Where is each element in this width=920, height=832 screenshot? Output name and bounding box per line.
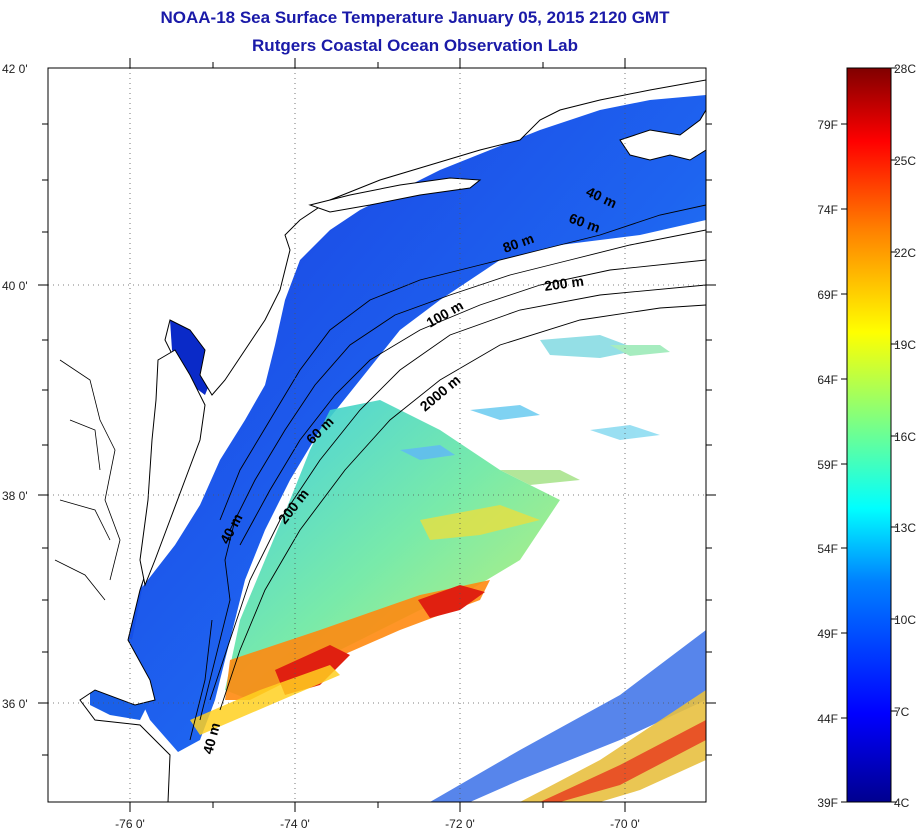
lon-tick-label: -70 0': [610, 817, 640, 831]
land-mid-atlantic: [48, 68, 706, 802]
colorbar-f-label: 54F: [817, 542, 838, 556]
bay-shorelines: [54, 359, 121, 601]
colorbar-c-label: 13C: [894, 521, 916, 535]
land-long-island: [308, 177, 482, 213]
colorbar-c-label: 10C: [894, 613, 916, 627]
offshore-sst-patches: [400, 335, 670, 540]
frame-ticks: [38, 58, 716, 812]
colorbar-gradient: [846, 67, 892, 803]
colorbar-f-label: 79F: [817, 118, 838, 132]
longitude-ticks: -76 0' -74 0' -72 0' -70 0': [115, 817, 640, 831]
lon-tick-label: -74 0': [280, 817, 310, 831]
warm-streak-lower: [190, 665, 340, 735]
colorbar-f-label: 39F: [817, 796, 838, 810]
colorbar-c-label: 7C: [894, 705, 910, 719]
colorbar-c-label: 22C: [894, 246, 916, 260]
colorbar-f-label: 64F: [817, 373, 838, 387]
southeast-swath-warm: [520, 690, 706, 802]
temperature-colorbar: 79F 74F 69F 64F 59F 54F 49F 44F 39F 28C …: [817, 62, 916, 810]
colorbar-f-label: 59F: [817, 458, 838, 472]
isobath-label: 200 m: [543, 273, 585, 294]
land-delmarva: [139, 349, 206, 587]
southeast-swath: [430, 630, 706, 802]
gulf-stream-eddy: [418, 585, 485, 618]
lat-tick-label: 42 0': [2, 62, 28, 76]
lat-tick-label: 38 0': [2, 489, 28, 503]
latitude-ticks: 42 0' 40 0' 38 0' 36 0': [2, 62, 28, 711]
colorbar-c-label: 4C: [894, 796, 910, 810]
colorbar-c-label: 28C: [894, 62, 916, 76]
map-frame: [47, 67, 707, 803]
colorbar-f-label: 44F: [817, 712, 838, 726]
map-subtitle: Rutgers Coastal Ocean Observation Lab: [252, 36, 578, 55]
colorbar-c-label: 25C: [894, 154, 916, 168]
map-area: 40 m 60 m 80 m 200 m 100 m 2000 m 60 m 2…: [48, 68, 706, 802]
colorbar-c-label: 19C: [894, 338, 916, 352]
lat-tick-label: 40 0': [2, 279, 28, 293]
slope-water: [225, 400, 560, 700]
colorbar-f-label: 69F: [817, 288, 838, 302]
colorbar-f-label: 49F: [817, 627, 838, 641]
colorbar-f-label: 74F: [817, 203, 838, 217]
map-title: NOAA-18 Sea Surface Temperature January …: [160, 8, 670, 27]
lon-tick-label: -76 0': [115, 817, 145, 831]
land-cape-cod: [619, 109, 706, 161]
colorbar-c-label: 16C: [894, 430, 916, 444]
shelf-water: [128, 95, 706, 752]
lon-tick-label: -72 0': [445, 817, 475, 831]
isobath-label: 40 m: [199, 721, 223, 756]
isobath-contours: [189, 204, 706, 741]
lat-tick-label: 36 0': [2, 697, 28, 711]
